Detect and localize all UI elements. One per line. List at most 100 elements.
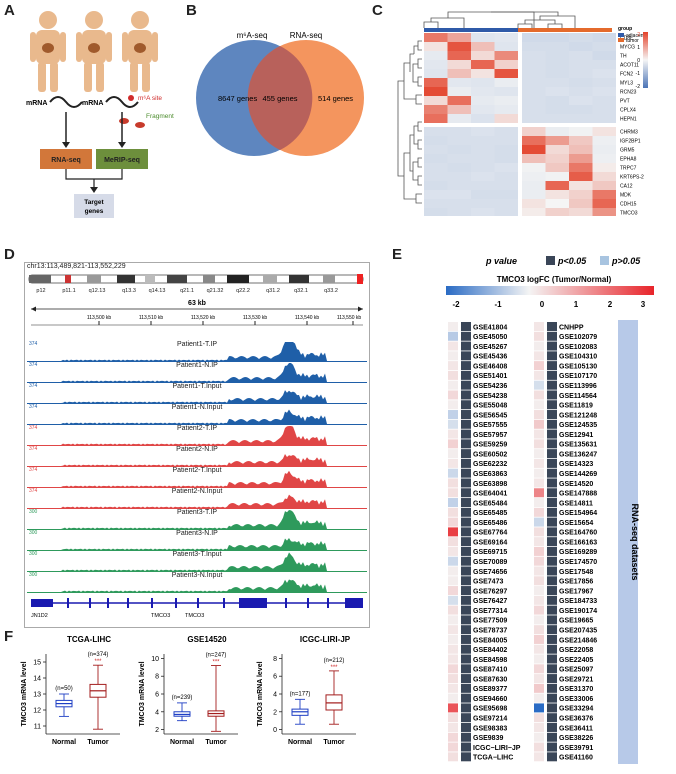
- heatmap-cell: [494, 154, 518, 163]
- track-scale: 374: [29, 341, 38, 347]
- gene-label: CD8L: [620, 36, 633, 42]
- tumor-box: [325, 670, 343, 725]
- logfc-cell: [448, 478, 458, 488]
- heatmap-cell: [569, 87, 593, 96]
- dataset-label: GSE207435: [559, 627, 597, 634]
- dataset-label: GSE25097: [559, 667, 593, 674]
- heatmap-cell: [592, 208, 616, 216]
- heatmap-cell: [522, 181, 546, 190]
- heatmap-cell: [494, 60, 518, 69]
- heatmap-cell: [494, 127, 518, 136]
- tumor-box: [207, 665, 225, 732]
- heatmap-cell: [494, 42, 518, 51]
- dataset-label: GSE135631: [559, 442, 597, 449]
- logfc-cell: [448, 683, 458, 693]
- logfc-cell: [448, 341, 458, 351]
- fragment-label: Fragment: [146, 113, 174, 120]
- pvalue-cell: [547, 742, 557, 752]
- heatmap-cell: [569, 172, 593, 181]
- pvalue-cell: [547, 634, 557, 644]
- pvalue-cell: [461, 488, 471, 498]
- band-label: q22.2: [236, 288, 250, 294]
- pvalue-cell: [547, 586, 557, 596]
- dataset-label: GSE63898: [473, 481, 507, 488]
- heatmap-cell: [569, 60, 593, 69]
- pvalue-cell: [547, 341, 557, 351]
- heatmap-cell: [522, 42, 546, 51]
- pvalue-cell: [547, 546, 557, 556]
- rnaseq-box: [40, 149, 92, 169]
- heatmap-cell: [522, 105, 546, 114]
- gene-label: TH: [620, 54, 627, 60]
- pvalue-cell: [547, 556, 557, 566]
- gene-label: CDH15: [620, 202, 637, 208]
- heatmap-cell: [569, 51, 593, 60]
- boxplot-ylabel: TMCO3 mRNA level: [257, 661, 264, 726]
- dataset-label: GSE121248: [559, 412, 597, 419]
- significance-stars: ***: [212, 660, 220, 666]
- band-label: p12: [36, 288, 45, 294]
- pvalue-cell: [461, 683, 471, 693]
- pvalue-cell: [547, 615, 557, 625]
- heatmap-cell: [522, 33, 546, 42]
- logfc-cell: [534, 498, 544, 508]
- dataset-label: GSE94660: [473, 696, 507, 703]
- heatmap-cell: [447, 60, 471, 69]
- venn-right-title: RNA-seq: [290, 31, 322, 40]
- pvalue-cell: [461, 586, 471, 596]
- dataset-label: GSE51401: [473, 373, 507, 380]
- dataset-label: GSE22405: [559, 657, 593, 664]
- track-name: Patient3-N.Input: [171, 572, 223, 579]
- heatmap-cell: [494, 190, 518, 199]
- heatmap-cell: [522, 60, 546, 69]
- y-tick-label: 14: [33, 676, 41, 683]
- heatmap-cell: [494, 87, 518, 96]
- pvalue-cell: [461, 713, 471, 723]
- mrna-left-label: mRNA: [26, 100, 47, 107]
- dataset-label: GSE56545: [473, 412, 507, 419]
- x-category-label: Normal: [170, 739, 194, 746]
- heatmap-cell: [522, 87, 546, 96]
- logfc-cell: [448, 546, 458, 556]
- dataset-label: GSE87410: [473, 667, 507, 674]
- logfc-cell: [448, 722, 458, 732]
- dataset-label: GSE45050: [473, 334, 507, 341]
- heatmap-cell: [545, 181, 569, 190]
- ruler-tick: 113,500 kb: [87, 315, 112, 321]
- heatmap-cell: [522, 190, 546, 199]
- dataset-label: GSE57555: [473, 422, 507, 429]
- pvalue-cell: [461, 537, 471, 547]
- boxplot-ylabel: TMCO3 mRNA level: [139, 661, 146, 726]
- heatmap-cell: [494, 69, 518, 78]
- dataset-label: GSE14323: [559, 461, 593, 468]
- pvalue-cell: [461, 566, 471, 576]
- gene-label: HEPN1: [620, 117, 637, 123]
- logfc-cell: [534, 410, 544, 419]
- dataset-label: GSE77509: [473, 618, 507, 625]
- heatmap-cell: [494, 96, 518, 105]
- dataset-label: GSE57957: [473, 432, 507, 439]
- heatmap-cell: [471, 78, 495, 87]
- dataset-label: GSE107170: [559, 373, 597, 380]
- heatmap-cell: [522, 208, 546, 216]
- heatmap-cell: [424, 163, 448, 172]
- pvalue-cell: [461, 546, 471, 556]
- dataset-label: GSE59259: [473, 442, 507, 449]
- logfc-cell: [448, 351, 458, 361]
- logfc-cell: [448, 370, 458, 380]
- gene-label: TMCO3: [620, 211, 638, 217]
- track-scale: 300: [29, 530, 38, 536]
- fragment-icon: [119, 118, 129, 124]
- logfc-cell: [448, 644, 458, 654]
- heatmap-cell: [424, 51, 448, 60]
- heatmap-cell: [592, 33, 616, 42]
- logfc-cell: [448, 576, 458, 586]
- rnaseq-datasets-label: RNA-seq datasets: [630, 503, 640, 580]
- gene-label: TMCO3: [151, 613, 170, 619]
- y-tick-label: 13: [33, 692, 41, 699]
- logfc-cell: [448, 752, 458, 762]
- heatmap-cell: [424, 172, 448, 181]
- heatmap-cell: [522, 145, 546, 154]
- logfc-cell: [448, 664, 458, 674]
- heatmap-cell: [592, 87, 616, 96]
